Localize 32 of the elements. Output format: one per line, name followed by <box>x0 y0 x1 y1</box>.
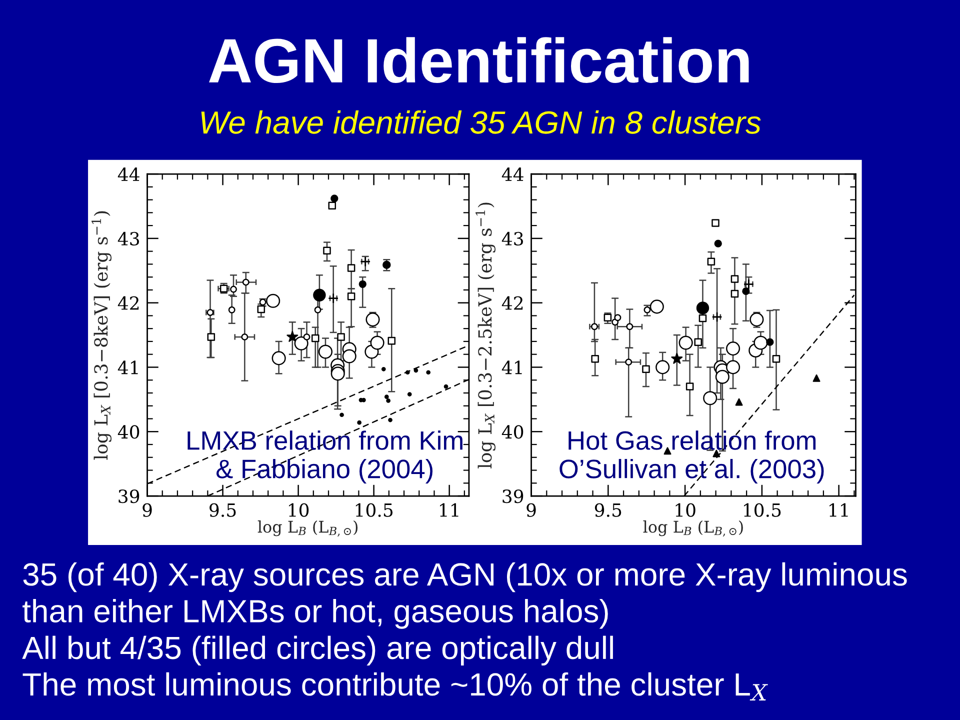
x-tick-label: 10.5 <box>744 503 781 517</box>
x-tick-label: 10 <box>676 503 696 517</box>
y-tick-label: 41 <box>118 360 138 374</box>
x-tick-label: 11 <box>830 503 848 517</box>
x-tick-label: 10.5 <box>356 503 393 517</box>
y-tick-label: 44 <box>118 167 140 181</box>
x-tick-label: 10 <box>289 503 309 517</box>
text: All but 4/35 (filled circles) are optically dull <box>22 636 613 666</box>
y-tick-label: 40 <box>502 425 524 439</box>
x-axis-title: log L$_{B}$ (L$_{B,⊙}$) <box>643 520 743 537</box>
text: 35 (of 40) X-ray sources are AGN (10x or more X-ray luminous than either LMXBs or hot, gaseous halos) <box>22 562 907 629</box>
y-tick-label: 43 <box>118 232 139 246</box>
annotation: LMXB relation from Kim & Fabbiano (2004) <box>188 430 462 484</box>
x-tick-label: 9 <box>142 503 152 517</box>
y-axis-title: log L$_{X}$ [0.3−8keV] (erg s$^{−1}$) <box>92 211 112 460</box>
y-tick-label: 39 <box>502 489 524 504</box>
chart-title: AGN Identification <box>209 37 749 84</box>
x-tick-label: 9.5 <box>594 503 622 517</box>
x-tick-label: 9.5 <box>210 503 236 517</box>
y-axis-title: log L$_{X}$ [0.3−2.5keV] (erg s$^{−1}$) <box>476 202 496 468</box>
x-tick-label: 11 <box>440 503 458 517</box>
y-tick-label: 40 <box>118 425 140 439</box>
y-tick-label: 44 <box>502 167 524 181</box>
y-tick-label: 43 <box>502 232 523 246</box>
text: The most luminous contribute ~10% of the cluster L$_{X}$ <box>22 672 768 700</box>
y-tick-label: 42 <box>118 296 139 310</box>
y-tick-label: 41 <box>502 360 522 374</box>
x-axis-title: log L$_{B}$ (L$_{B,⊙}$) <box>258 520 358 537</box>
y-tick-label: 39 <box>118 489 140 504</box>
chart-subtitle: We have identified 35 AGN in 8 clusters <box>201 110 761 134</box>
x-tick-label: 9 <box>526 503 536 517</box>
y-tick-label: 42 <box>502 296 523 310</box>
